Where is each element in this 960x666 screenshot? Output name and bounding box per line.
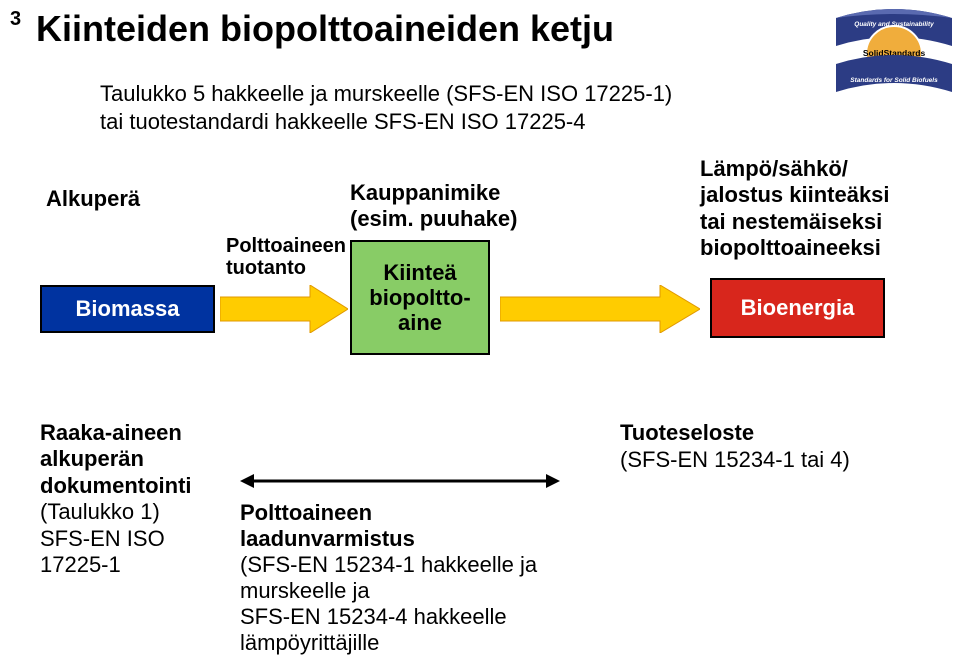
qa-line6: lämpöyrittäjille (240, 630, 379, 655)
qa-line2: laadunvarmistus (240, 526, 415, 551)
production-label: Polttoaineen tuotanto (226, 235, 346, 279)
subtitle-line1: Taulukko 5 hakkeelle ja murskeelle (SFS-… (100, 81, 672, 106)
production-line2: tuotanto (226, 257, 306, 279)
trade-name-label: Kauppanimike (esim. puuhake) (350, 180, 517, 233)
product-line2: (SFS-EN 15234-1 tai 4) (620, 447, 850, 472)
trade-name-line1: Kauppanimike (350, 180, 500, 205)
quality-assurance-label: Polttoaineen laadunvarmistus (SFS-EN 152… (240, 500, 537, 656)
range-line-icon (240, 470, 560, 492)
page-subtitle: Taulukko 5 hakkeelle ja murskeelle (SFS-… (100, 80, 672, 135)
biomass-box: Biomassa (40, 285, 215, 333)
solid-biofuel-box: Kiinteä biopoltto- aine (350, 240, 490, 355)
heat-line2: jalostus kiinteäksi (700, 182, 890, 207)
bioenergy-box-label: Bioenergia (741, 295, 855, 321)
solid-biofuel-line2: biopoltto- (369, 285, 470, 310)
subtitle-line2: tai tuotestandardi hakkeelle SFS-EN ISO … (100, 109, 586, 134)
solid-biofuel-line1: Kiinteä (383, 260, 456, 285)
qa-line4: murskeelle ja (240, 578, 370, 603)
doc-line1: Raaka-aineen (40, 420, 182, 445)
arrow-icon (500, 285, 700, 333)
flow-diagram: Alkuperä Kauppanimike (esim. puuhake) Lä… (40, 180, 920, 390)
qa-line5: SFS-EN 15234-4 hakkeelle (240, 604, 507, 629)
product-line1: Tuoteseloste (620, 420, 754, 445)
biomass-box-label: Biomassa (76, 296, 180, 322)
page-title: Kiinteiden biopolttoaineiden ketju (36, 8, 614, 50)
documentation-label: Raaka-aineen alkuperän dokumentointi (Ta… (40, 420, 192, 578)
heat-line1: Lämpö/sähkö/ (700, 156, 848, 181)
qa-line3: (SFS-EN 15234-1 hakkeelle ja (240, 552, 537, 577)
doc-line3: dokumentointi (40, 473, 192, 498)
solid-biofuel-line3: aine (398, 310, 442, 335)
slide-number: 3 (10, 8, 21, 31)
bioenergy-box: Bioenergia (710, 278, 885, 338)
heat-elec-label: Lämpö/sähkö/ jalostus kiinteäksi tai nes… (700, 156, 890, 262)
doc-line5: SFS-EN ISO (40, 526, 165, 551)
heat-line4: biopolttoaineeksi (700, 235, 881, 260)
doc-line6: 17225-1 (40, 552, 121, 577)
bottom-region: Raaka-aineen alkuperän dokumentointi (Ta… (40, 420, 920, 640)
qa-line1: Polttoaineen (240, 500, 372, 525)
trade-name-line2: (esim. puuhake) (350, 206, 517, 231)
arrow-icon (220, 285, 348, 333)
production-line1: Polttoaineen (226, 235, 346, 257)
doc-line2: alkuperän (40, 446, 144, 471)
heat-line3: tai nestemäiseksi (700, 209, 882, 234)
product-declaration-label: Tuoteseloste (SFS-EN 15234-1 tai 4) (620, 420, 850, 474)
svg-text:Standards for Solid Biofuels: Standards for Solid Biofuels (850, 77, 938, 84)
brand-logo: Quality and Sustainability SolidStandard… (834, 6, 954, 101)
origin-label: Alkuperä (46, 186, 140, 212)
doc-line4: (Taulukko 1) (40, 499, 160, 524)
